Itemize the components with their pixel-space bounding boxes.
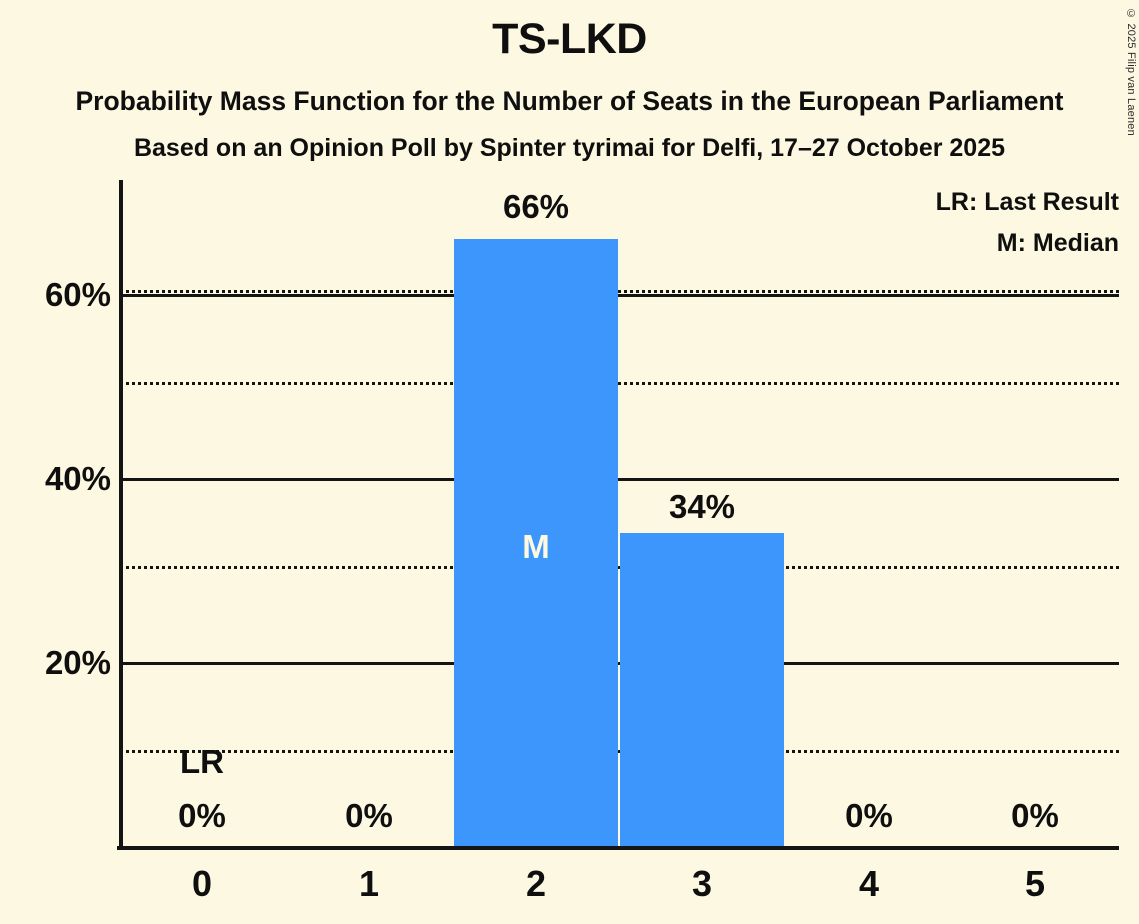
bar-value-label-5: 0% xyxy=(1011,797,1059,834)
gridline-30 xyxy=(119,566,1119,569)
legend-item-median: M: Median xyxy=(996,229,1119,257)
gridline-10 xyxy=(119,750,1119,753)
x-tick-label-0: 0 xyxy=(191,863,213,904)
bar-seats-3[interactable] xyxy=(620,533,784,846)
y-axis-line xyxy=(119,180,123,850)
legend-item-last-result: LR: Last Result xyxy=(935,188,1119,216)
gridline-70 xyxy=(119,290,1119,293)
page-title: TS-LKD xyxy=(492,15,647,63)
x-tick-label-4: 4 xyxy=(858,863,880,904)
gridline-40 xyxy=(119,478,1119,481)
gridline-20 xyxy=(119,662,1119,665)
x-tick-label-3: 3 xyxy=(691,863,713,904)
bar-seats-2[interactable] xyxy=(454,239,618,846)
bar-value-label-2: 66% xyxy=(502,188,570,225)
bar-value-label-4: 0% xyxy=(845,797,893,834)
copyright-notice: © 2025 Filip van Laenen xyxy=(1125,8,1137,136)
median-marker: M xyxy=(522,528,550,565)
gridline-60 xyxy=(119,294,1119,297)
y-tick-label-20: 20% xyxy=(44,644,111,681)
plot-area xyxy=(119,180,1119,848)
x-axis-line xyxy=(117,846,1119,850)
chart-legend: LR: Last Result M: Median xyxy=(936,182,1119,264)
x-tick-label-5: 5 xyxy=(1024,863,1046,904)
x-tick-label-2: 2 xyxy=(525,863,547,904)
chart-subtitle: Probability Mass Function for the Number… xyxy=(75,86,1064,116)
bar-value-label-1: 0% xyxy=(345,797,393,834)
bar-value-label-3: 34% xyxy=(668,488,736,525)
chart-source-caption: Based on an Opinion Poll by Spinter tyri… xyxy=(133,134,1006,162)
bar-value-label-0: 0% xyxy=(178,797,226,834)
gridline-50 xyxy=(119,382,1119,385)
y-tick-label-40: 40% xyxy=(44,460,111,497)
x-tick-label-1: 1 xyxy=(358,863,380,904)
y-tick-label-60: 60% xyxy=(44,276,111,313)
last-result-marker: LR xyxy=(180,743,224,780)
